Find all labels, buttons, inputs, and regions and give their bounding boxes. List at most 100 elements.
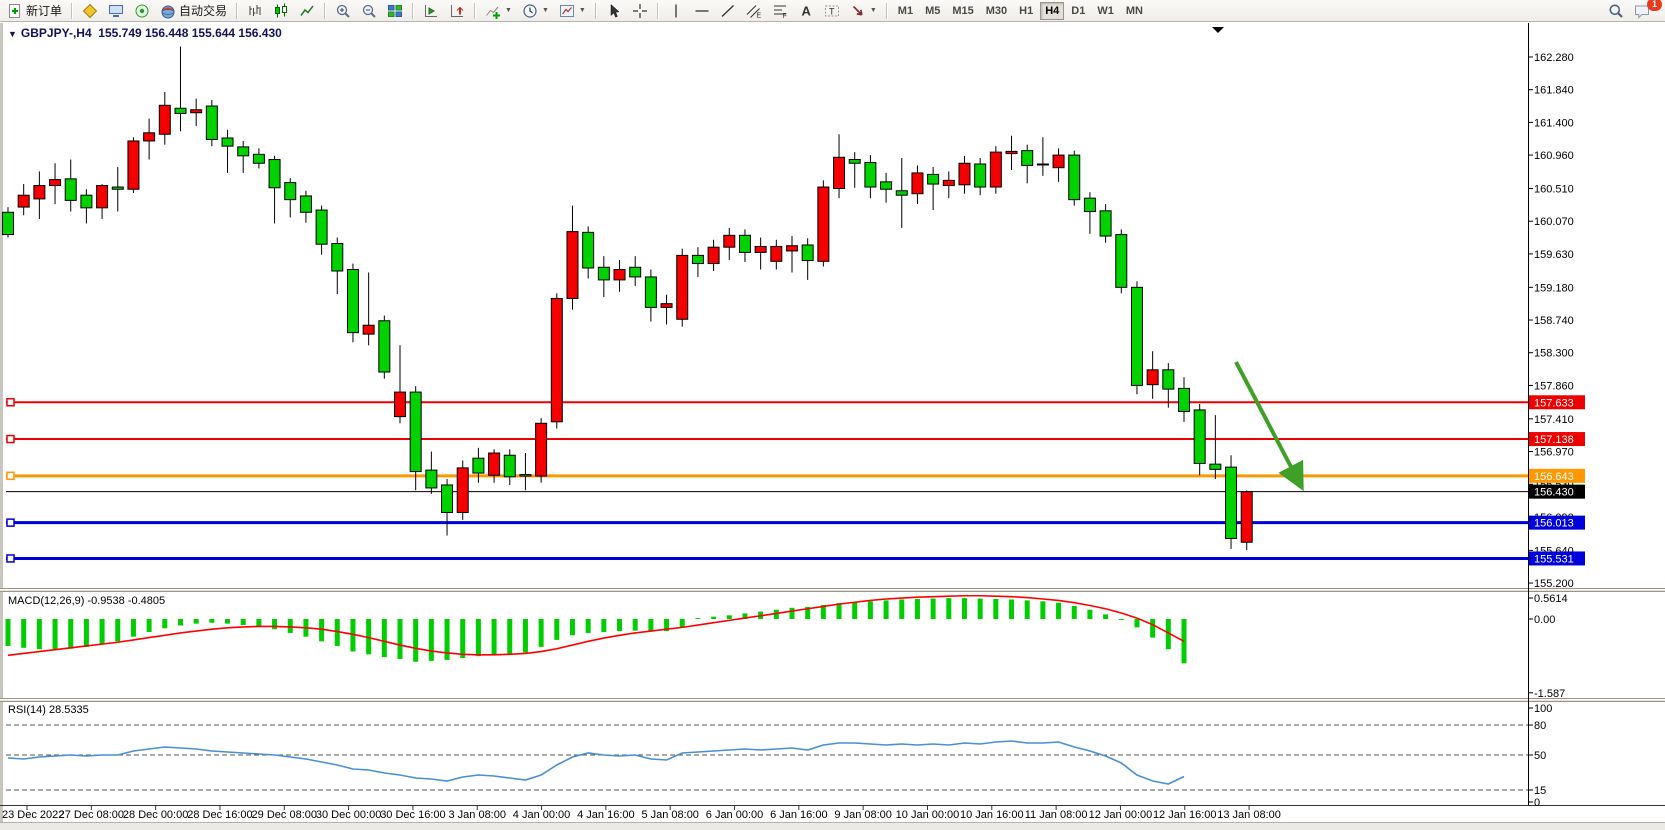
auto-scroll-icon [425,4,438,17]
candle-body [582,231,595,269]
timeframe-button-d1[interactable]: D1 [1066,2,1090,20]
candle-body [441,484,454,513]
zoom-out-button[interactable] [357,1,381,21]
indicators-dropdown[interactable]: ▼ [481,1,516,21]
line-chart-button[interactable] [295,1,319,21]
candle-body [660,303,673,308]
metaeditor-button[interactable] [78,1,102,21]
toolbar: 新订单 自动交易 ▼ ▼ ▼ E F A T ▼ M1 M5 M15 M30 H1 H4 D1 W1 MN 1 [0,0,1665,22]
line-anchor-handle[interactable] [6,398,15,407]
timeframe-button-h4[interactable]: H4 [1040,1,1065,20]
candle-body [1099,210,1112,237]
line-anchor-handle[interactable] [6,434,15,444]
price-line-badge-label: 155.531 [1534,553,1574,565]
text-label-tool-button[interactable]: T [820,1,844,21]
candle-body [456,467,469,513]
candle-body [723,234,736,248]
line-anchor-handle[interactable] [6,471,15,481]
timeframe-button-m15[interactable]: M15 [947,2,978,20]
collapse-panel-icon[interactable]: ▼ [8,29,17,39]
fibonacci-tool-button[interactable]: F [768,1,792,21]
candle-body [629,266,642,278]
rsi-indicator-label: RSI(14) 28.5335 [8,704,89,716]
candle-body [127,140,140,190]
timeframe-button-m5[interactable]: M5 [920,2,945,20]
price-line-badge-label: 156.430 [1534,487,1574,499]
candle-body [770,245,783,262]
rsi-axis-label: 80 [1534,720,1546,732]
candle-body [1209,463,1222,470]
candle-body [1193,409,1206,464]
price-axis-label: 158.300 [1534,348,1574,360]
chart-shift-marker[interactable] [1212,27,1224,33]
cursor-tool-button[interactable] [602,1,626,21]
timeframe-button-h1[interactable]: H1 [1014,2,1038,20]
ohlc-quote-label: 155.749 156.448 155.644 156.430 [98,26,282,40]
candle-body [707,246,720,265]
candle-body [1178,387,1190,412]
toolbar-separator [412,2,415,19]
text-tool-button[interactable]: A [794,1,818,21]
new-order-button[interactable]: 新订单 [3,1,66,21]
candle-body [190,109,203,114]
candle-body [989,151,1002,188]
crosshair-tool-button[interactable] [628,1,652,21]
time-axis-label: 3 Jan 08:00 [448,809,506,821]
time-axis-label: 29 Dec 08:00 [252,809,317,821]
candle-body [550,297,563,423]
toolbar-separator [656,2,659,19]
trendline-tool-icon [721,4,734,17]
candle-body [425,469,438,489]
timeframe-button-m30[interactable]: M30 [981,2,1012,20]
time-axis-label: 10 Jan 00:00 [896,809,960,821]
timeframe-button-m1[interactable]: M1 [893,2,918,20]
candle-body [1052,154,1065,169]
line-anchor-handle[interactable] [6,554,15,563]
notification-badge: 1 [1647,0,1662,11]
timeframe-button-mn[interactable]: MN [1121,2,1148,20]
candle-body [895,190,908,196]
rsi-axis-label: 0 [1534,797,1540,809]
tile-windows-button[interactable] [383,1,407,21]
channel-tool-icon: E [746,4,761,19]
arrows-tool-dropdown[interactable]: ▼ [846,1,881,21]
candle-body [833,156,846,190]
trendline-tool-button[interactable] [716,1,740,21]
line-anchor-handle[interactable] [6,518,15,527]
vline-tool-icon [675,4,677,17]
templates-dropdown[interactable]: ▼ [555,1,590,21]
candle-body [848,159,861,164]
svg-text:E: E [756,12,761,19]
candle-chart-icon [275,3,288,17]
price-line-badge [1529,551,1585,566]
autotrading-button[interactable]: 自动交易 [156,1,231,21]
candle-body [299,195,312,213]
periods-dropdown[interactable]: ▼ [518,1,553,21]
vline-tool-button[interactable] [664,1,688,21]
candle-body [1068,154,1081,201]
macd-indicator-label: MACD(12,26,9) -0.9538 -0.4805 [8,595,166,607]
zoom-in-button[interactable] [331,1,355,21]
auto-scroll-button[interactable] [419,1,443,21]
candle-body [1130,286,1143,386]
trend-arrow-object[interactable] [1234,361,1304,492]
candle-body [205,105,218,140]
market-watch-button[interactable] [130,1,154,21]
candle-body [974,163,987,188]
terminal-button[interactable] [104,1,128,21]
timeframe-button-w1[interactable]: W1 [1092,2,1119,20]
search-button[interactable] [1604,1,1628,21]
chart-shift-button[interactable] [445,1,469,21]
equidistant-channel-tool-button[interactable]: E [742,1,766,21]
price-axis-label: 156.970 [1534,447,1574,459]
text-tool-icon: A [801,3,811,18]
bar-chart-button[interactable] [243,1,267,21]
time-axis-label: 28 Dec 16:00 [187,809,252,821]
candlestick-chart-button[interactable] [269,1,293,21]
candles-group [2,46,1253,551]
label-tool-icon: T [824,5,839,16]
hline-tool-button[interactable] [690,1,714,21]
price-axis-label: 157.860 [1534,380,1574,392]
